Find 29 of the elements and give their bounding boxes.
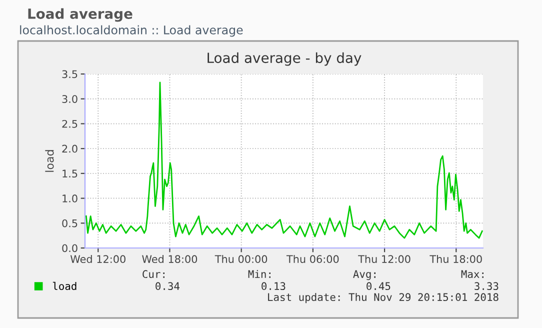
text: Max: — [461, 270, 484, 278]
chart-title: Load average - by day — [208, 52, 362, 66]
y-tick-label: 3.0 — [62, 95, 78, 103]
x-tick-label: Thu 18:00 — [430, 254, 482, 264]
x-tick-label: Thu 12:00 — [358, 254, 410, 264]
x-tick-label: Wed 18:00 — [142, 254, 198, 264]
text: Avg: — [353, 270, 376, 280]
text: 0.45 — [366, 282, 390, 290]
line-series — [86, 82, 483, 239]
y-tick-label: 1.5 — [62, 170, 78, 178]
y-tick-label: 0.5 — [62, 219, 78, 228]
text: 0.34 — [156, 282, 180, 290]
y-tick-label: 2.5 — [62, 120, 78, 128]
y-tick-label: 3.5 — [62, 70, 78, 78]
y-tick-label: 1.0 — [62, 194, 78, 202]
y-tick-label: 0.0 — [62, 244, 78, 252]
text: Load average — [28, 8, 132, 22]
text: Min: — [248, 270, 270, 278]
x-tick-label: Thu 06:00 — [286, 254, 339, 264]
text: 0.13 — [262, 282, 286, 290]
chart-subtitle: localhost.localdomain :: Load average — [20, 25, 243, 37]
text: Cur: — [142, 270, 164, 278]
x-tick-label: Thu 00:00 — [214, 254, 268, 264]
text: 3.33 — [474, 282, 498, 290]
y-axis-title: load — [45, 150, 54, 172]
legend-label: load — [52, 282, 76, 290]
y-tick-label: 2.0 — [62, 144, 78, 153]
text: Last update: Thu Nov 29 20:15:01 2018 — [268, 292, 498, 304]
x-tick-label: Wed 12:00 — [70, 254, 126, 264]
